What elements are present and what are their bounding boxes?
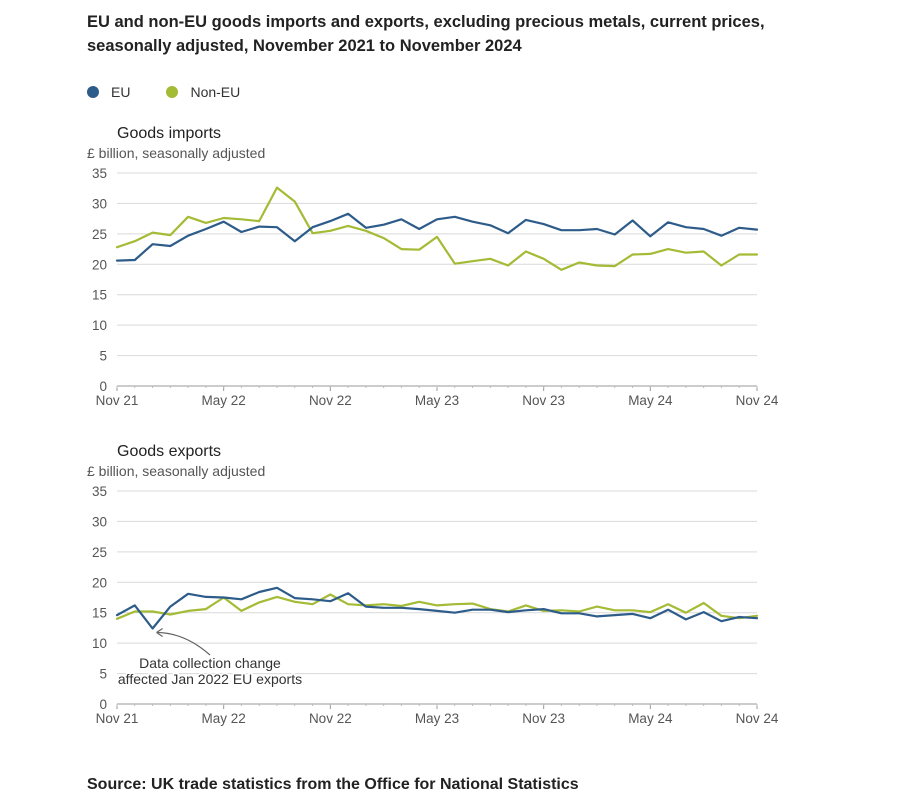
series-line-eu <box>115 586 759 630</box>
panel-title: Goods imports <box>117 125 221 142</box>
series-line-non-eu <box>115 186 759 271</box>
x-tick-label: May 24 <box>628 711 673 726</box>
x-tick-label: May 23 <box>415 393 459 408</box>
annotation-text: Data collection change <box>139 655 281 671</box>
series-line-eu <box>115 212 759 262</box>
charts-svg: Goods imports £ billion, seasonally adjus… <box>87 125 779 726</box>
y-tick-label: 0 <box>99 379 107 394</box>
legend-label-non-eu: Non-EU <box>190 84 241 100</box>
y-tick-label: 25 <box>92 545 107 560</box>
y-tick-label: 0 <box>99 697 107 712</box>
y-tick-label: 15 <box>92 288 107 303</box>
y-tick-label: 25 <box>92 227 107 242</box>
y-tick-label: 20 <box>92 575 107 590</box>
annotation-arrowhead <box>156 628 163 638</box>
y-tick-label: 35 <box>92 166 107 181</box>
annotation-arrow <box>156 631 211 656</box>
chart-title: EU and non-EU goods imports and exports,… <box>87 13 765 55</box>
y-tick-label: 15 <box>92 606 107 621</box>
annotation-text: affected Jan 2022 EU exports <box>118 671 302 687</box>
legend-label-eu: EU <box>111 84 131 100</box>
x-tick-label: May 24 <box>628 393 673 408</box>
x-tick-label: Nov 23 <box>522 711 565 726</box>
panel-title: Goods exports <box>117 443 221 460</box>
x-tick-label: Nov 24 <box>736 711 779 726</box>
y-axis-label: £ billion, seasonally adjusted <box>87 145 265 161</box>
legend-item-non-eu: Non-EU <box>166 84 240 100</box>
x-tick-label: Nov 23 <box>522 393 565 408</box>
y-tick-label: 30 <box>92 196 107 211</box>
x-tick-label: May 23 <box>415 711 459 726</box>
y-tick-label: 5 <box>99 667 107 682</box>
legend-dot-eu <box>87 86 99 98</box>
x-tick-label: Nov 24 <box>736 393 779 408</box>
y-tick-label: 35 <box>92 484 107 499</box>
y-tick-label: 20 <box>92 257 107 272</box>
y-tick-label: 10 <box>92 636 107 651</box>
y-tick-label: 5 <box>99 349 107 364</box>
legend: EU Non-EU <box>87 84 276 100</box>
x-tick-label: Nov 22 <box>309 711 352 726</box>
x-tick-label: Nov 21 <box>96 393 139 408</box>
x-tick-label: Nov 21 <box>96 711 139 726</box>
x-tick-label: Nov 22 <box>309 393 352 408</box>
x-tick-label: May 22 <box>202 711 246 726</box>
legend-item-eu: EU <box>87 84 130 100</box>
y-axis-label: £ billion, seasonally adjusted <box>87 463 265 479</box>
y-tick-label: 10 <box>92 318 107 333</box>
source-note: Source: UK trade statistics from the Off… <box>87 776 579 793</box>
legend-dot-non-eu <box>166 86 179 98</box>
y-tick-label: 30 <box>92 514 107 529</box>
x-tick-label: May 22 <box>202 393 246 408</box>
